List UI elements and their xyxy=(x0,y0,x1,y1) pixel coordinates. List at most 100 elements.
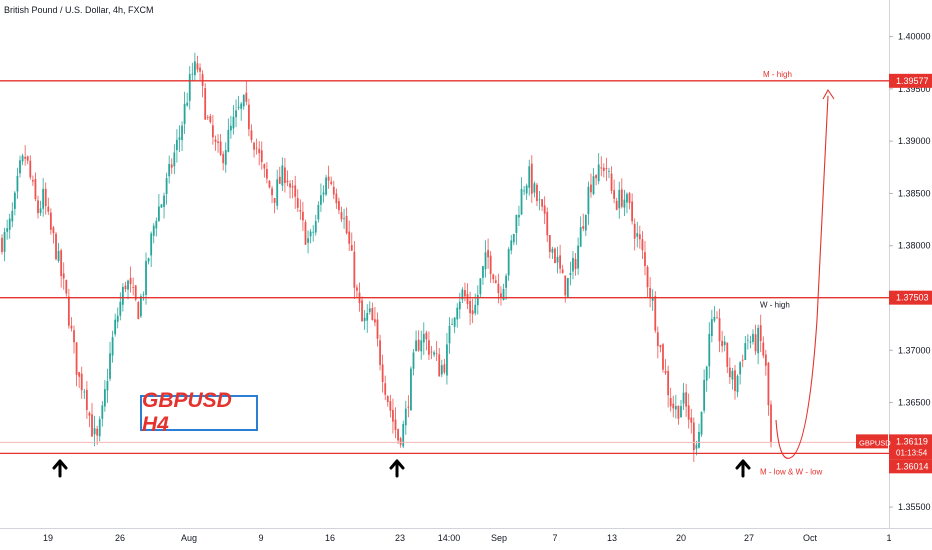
candle-body xyxy=(29,160,32,178)
candle-body xyxy=(268,180,271,188)
candle-body xyxy=(296,198,299,208)
candle-body xyxy=(168,163,171,177)
candle-body xyxy=(446,344,448,376)
candle-body xyxy=(175,139,178,151)
time-tick-label: 20 xyxy=(676,533,686,543)
candle-body xyxy=(178,137,181,140)
candle-body xyxy=(21,155,24,162)
candle-body xyxy=(381,364,384,383)
candle-body xyxy=(615,200,618,210)
candle-body xyxy=(109,353,111,379)
candle-body xyxy=(345,216,348,234)
price-level-name: M - low & W - low xyxy=(760,467,822,476)
candle-body xyxy=(453,317,456,327)
candle-body xyxy=(533,183,536,193)
candle-body xyxy=(157,206,160,221)
candle-body xyxy=(88,412,91,416)
price-level-name: M - high xyxy=(763,70,792,79)
candle-body xyxy=(255,147,258,149)
candle-body xyxy=(330,181,333,184)
candle-body xyxy=(520,188,523,215)
candle-body xyxy=(710,319,713,336)
candle-body xyxy=(587,186,590,215)
candle-body xyxy=(584,214,587,231)
candle-body xyxy=(739,362,742,375)
candle-body xyxy=(538,199,541,201)
candle-body xyxy=(577,245,580,269)
candle-body xyxy=(631,201,634,222)
candle-body xyxy=(376,319,379,339)
candle-body xyxy=(548,235,551,253)
candle-body xyxy=(209,116,212,123)
up-arrow-icon xyxy=(389,459,405,478)
candle-body xyxy=(425,332,428,340)
candle-body xyxy=(250,130,253,140)
candle-body xyxy=(749,341,752,343)
symbol-tag-label: GBPUSD xyxy=(859,438,891,447)
candle-body xyxy=(440,365,443,375)
candle-body xyxy=(407,406,410,408)
candle-body xyxy=(312,231,315,233)
candle-body xyxy=(85,389,88,410)
candle-body xyxy=(281,165,284,186)
candle-body xyxy=(8,218,11,230)
candle-body xyxy=(510,240,513,251)
candle-body xyxy=(718,318,721,342)
candle-body xyxy=(340,212,343,220)
candle-body xyxy=(623,199,626,208)
time-axis[interactable]: 19 26 Aug 9 16 23 14:00 Sep 7 13 20 27 Oct 1 xyxy=(43,533,892,543)
candle-body xyxy=(302,211,304,221)
candle-body xyxy=(199,67,201,72)
candle-body xyxy=(721,340,724,347)
candle-body xyxy=(314,221,317,233)
candle-body xyxy=(764,354,767,366)
candle-body xyxy=(150,233,153,256)
candle-body xyxy=(595,175,598,179)
up-arrow-icon xyxy=(735,459,751,478)
candle-body xyxy=(229,125,232,131)
candle-body xyxy=(754,334,757,352)
candle-body xyxy=(641,239,644,251)
candle-body xyxy=(438,354,441,377)
candle-body xyxy=(70,325,73,329)
candle-body xyxy=(52,227,55,234)
candle-body xyxy=(42,188,45,209)
candle-body xyxy=(698,432,700,448)
candle-body xyxy=(222,154,225,164)
m-low-price-tag xyxy=(889,459,932,474)
candle-body xyxy=(188,74,191,101)
candle-body xyxy=(556,256,559,263)
candle-body xyxy=(248,104,250,130)
candle-body xyxy=(412,352,415,369)
candle-body xyxy=(536,184,538,202)
time-tick-label: 16 xyxy=(325,533,335,543)
price-levels: M - high W - high M - low & W - low xyxy=(0,70,889,476)
candle-body xyxy=(160,204,163,208)
time-tick-label: 13 xyxy=(607,533,617,543)
candle-body xyxy=(31,180,34,182)
price-tick-label: 1.37000 xyxy=(898,345,931,355)
time-tick-label: 14:00 xyxy=(438,533,461,543)
candle-body xyxy=(227,129,230,152)
candle-body xyxy=(327,176,330,181)
candle-body xyxy=(119,301,122,316)
candle-body xyxy=(137,302,140,320)
candle-body xyxy=(237,106,240,108)
arrow-markers xyxy=(52,459,751,478)
candle-body xyxy=(551,248,554,253)
candle-body xyxy=(399,438,402,445)
candle-body xyxy=(692,422,695,451)
candle-body xyxy=(37,200,39,214)
candle-body xyxy=(139,296,142,317)
candle-body xyxy=(433,352,435,355)
candle-body xyxy=(224,150,227,165)
candle-body xyxy=(11,210,14,222)
candle-body xyxy=(626,193,628,203)
candle-body xyxy=(211,125,214,138)
candle-body xyxy=(101,405,104,419)
candle-body xyxy=(682,392,685,404)
candle-body xyxy=(114,319,117,335)
candle-body xyxy=(116,315,119,322)
candle-body xyxy=(273,198,276,203)
